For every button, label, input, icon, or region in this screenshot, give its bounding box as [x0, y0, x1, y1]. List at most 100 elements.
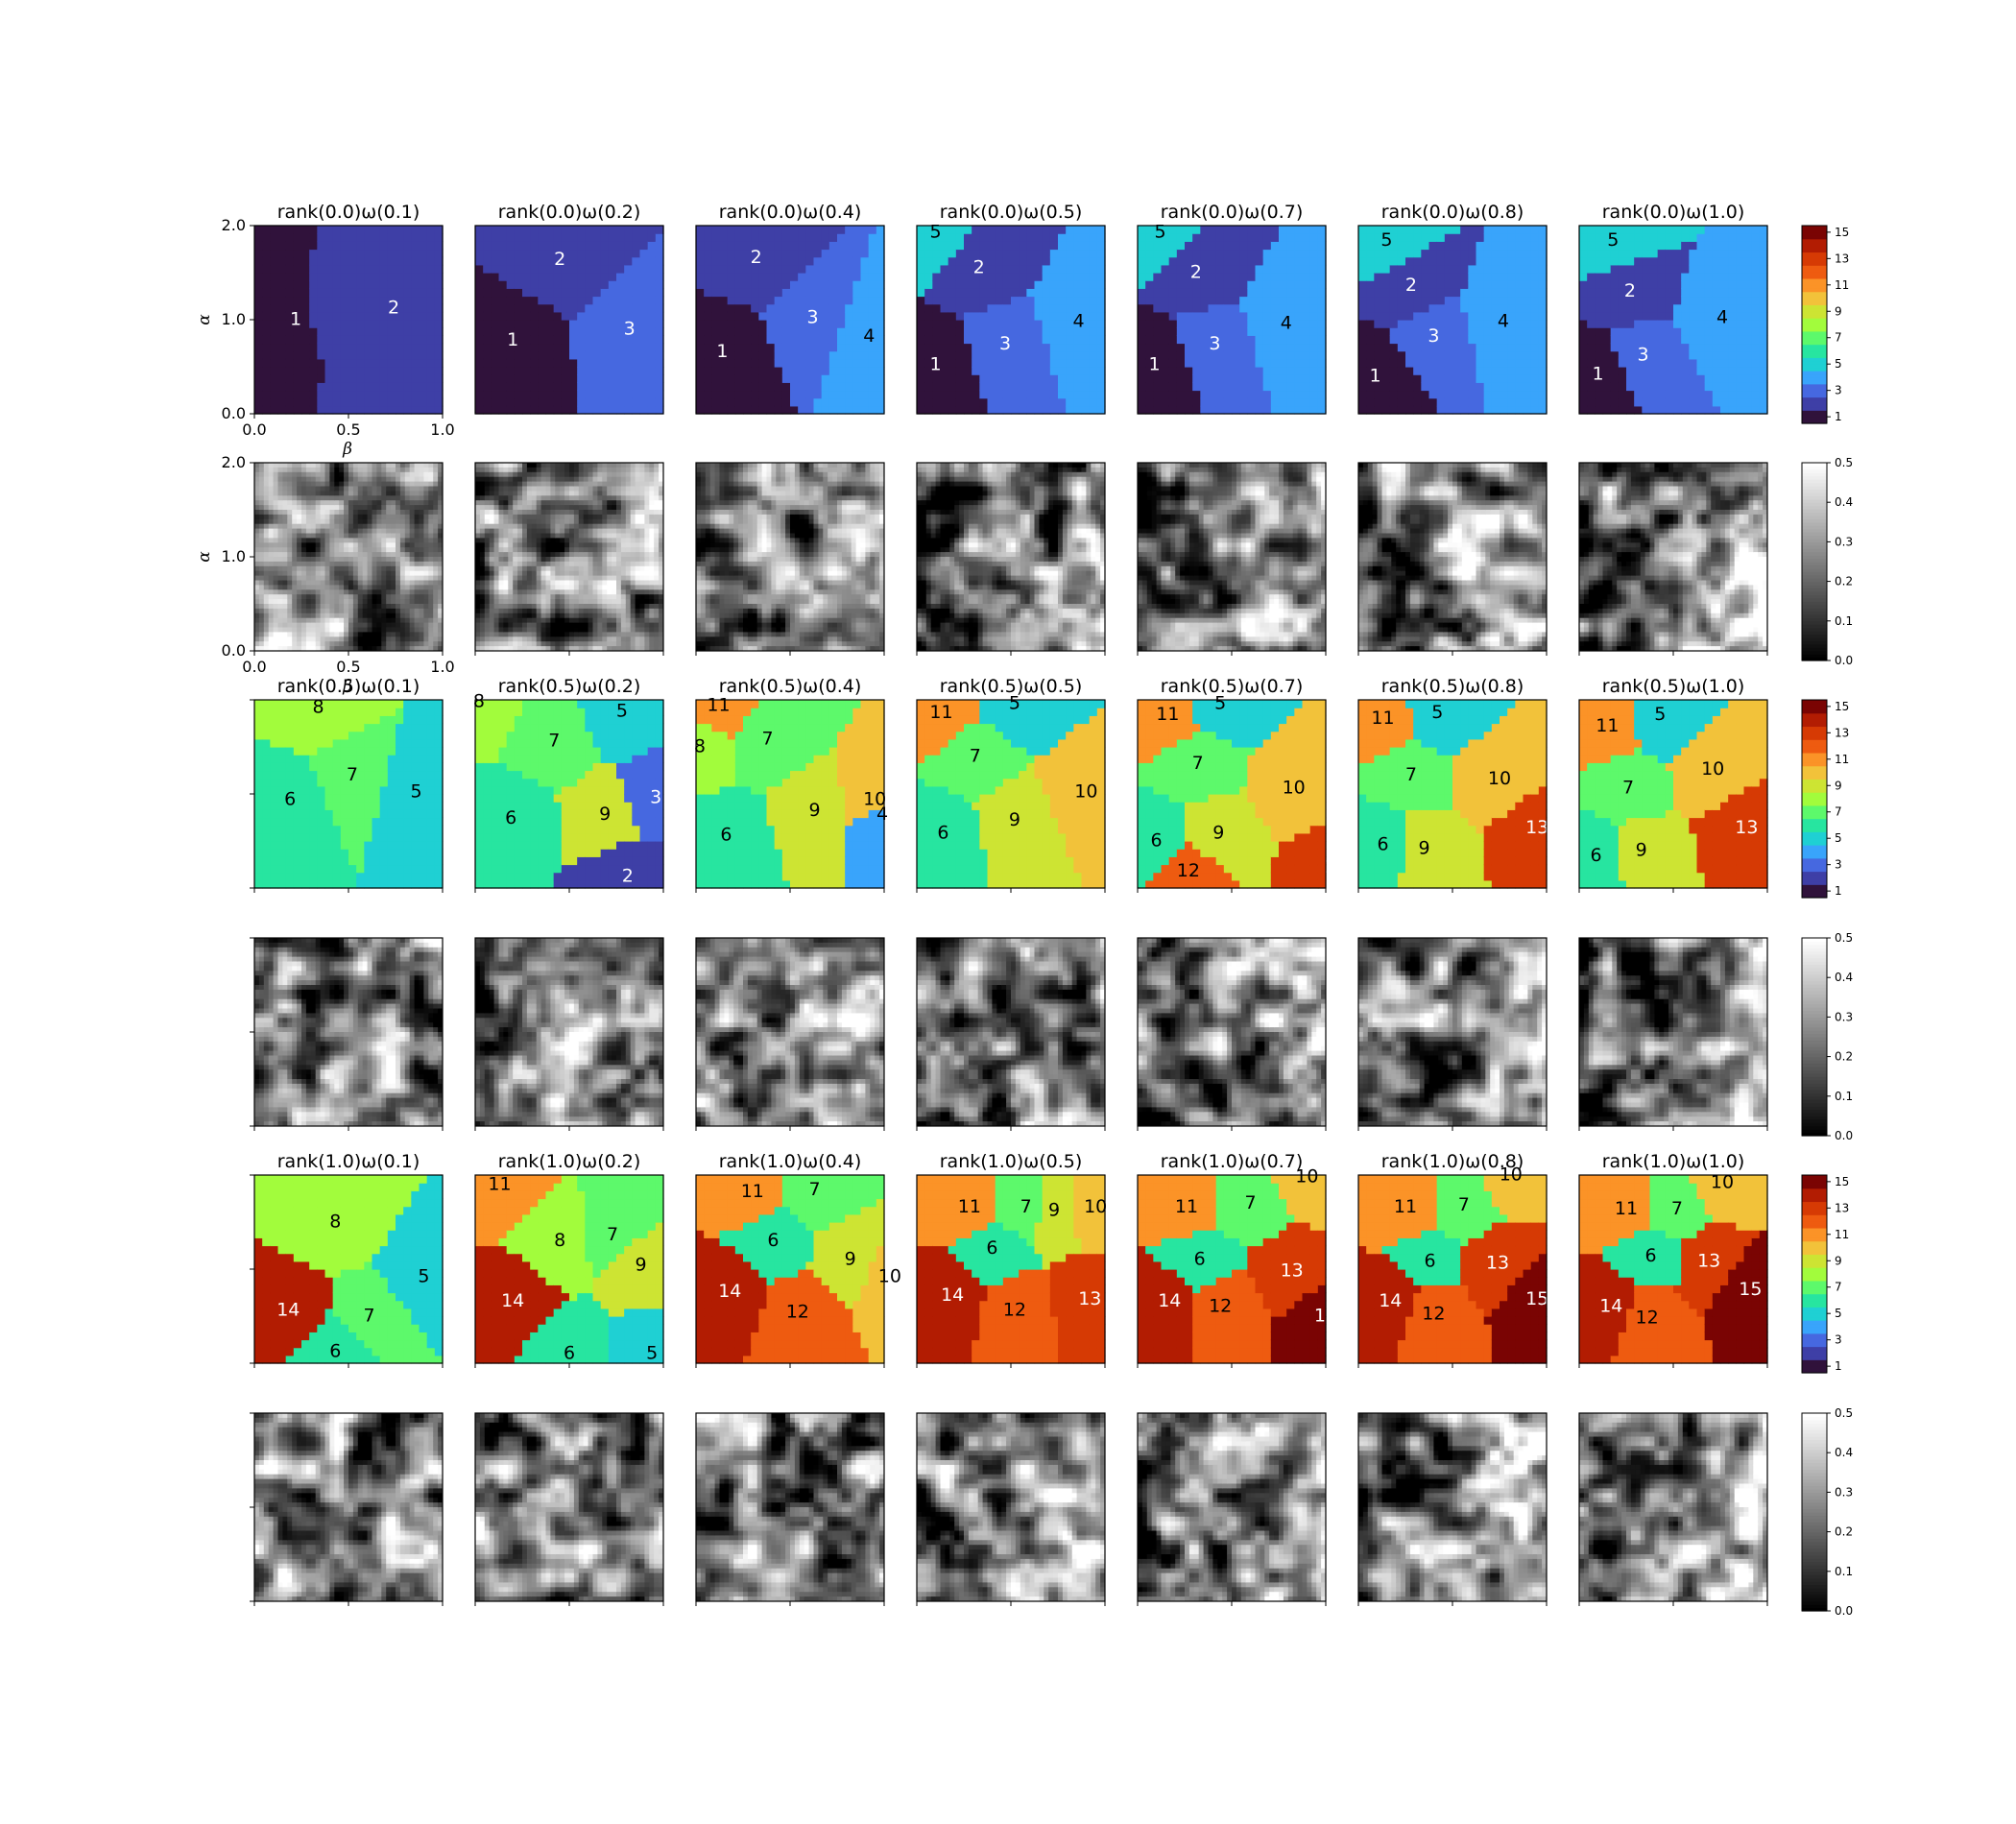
segment-cell — [1200, 327, 1209, 336]
segment-cell — [1263, 304, 1272, 313]
panel-r0-c1 — [475, 226, 664, 415]
segment-cell — [1689, 382, 1697, 391]
segment-cell — [301, 382, 310, 391]
segment-cell — [483, 779, 492, 787]
segment-cell — [254, 273, 263, 281]
segment-cell — [1318, 226, 1327, 234]
segment-cell — [1666, 280, 1674, 289]
segment-cell — [499, 382, 508, 391]
segment-cell — [372, 320, 381, 328]
segment-cell — [294, 250, 302, 258]
segment-cell — [814, 280, 823, 289]
segment-cell — [1294, 265, 1303, 274]
segment-cell — [1035, 280, 1044, 289]
segment-cell — [301, 250, 310, 258]
segment-cell — [1011, 359, 1020, 368]
segment-cell — [1050, 367, 1059, 375]
segment-cell — [309, 367, 318, 375]
segment-cell — [499, 297, 508, 305]
segment-cell — [1398, 304, 1406, 313]
segment-cell — [341, 304, 349, 313]
segment-cell — [751, 374, 759, 383]
segment-cell — [483, 273, 492, 281]
segment-cell — [616, 304, 625, 313]
segment-cell — [941, 391, 949, 399]
segment-cell — [333, 327, 342, 336]
segment-cell — [593, 273, 602, 281]
segment-cell — [601, 320, 610, 328]
segment-cell — [1736, 344, 1744, 352]
segment-cell — [758, 297, 767, 305]
segment-cell — [522, 288, 531, 297]
segment-cell — [577, 700, 586, 708]
segment-cell — [530, 849, 539, 857]
segment-cell — [348, 865, 357, 874]
segment-cell — [735, 265, 744, 274]
segment-cell — [348, 304, 357, 313]
segment-cell — [483, 241, 492, 250]
segment-cell — [728, 297, 736, 305]
segment-cell — [1011, 288, 1020, 297]
segment-cell — [1374, 320, 1382, 328]
segment-cell — [964, 344, 972, 352]
segment-cell — [1310, 320, 1319, 328]
segment-cell — [491, 802, 499, 810]
segment-cell — [1460, 327, 1469, 336]
segment-cell — [948, 233, 957, 242]
segment-cell — [861, 297, 870, 305]
segment-cell — [1318, 382, 1327, 391]
segment-cell — [845, 265, 853, 274]
segment-cell — [325, 771, 334, 780]
segment-cell — [1145, 406, 1154, 415]
segment-cell — [1043, 359, 1051, 368]
segment-cell — [333, 818, 342, 827]
segment-cell — [1019, 241, 1027, 250]
segment-cell — [988, 273, 996, 281]
segment-cell — [1216, 257, 1225, 266]
segment-cell — [585, 280, 593, 289]
segment-cell — [648, 374, 657, 383]
segment-cell — [735, 359, 744, 368]
segment-cell — [1689, 359, 1697, 368]
segment-cell — [1736, 226, 1744, 234]
segment-cell — [979, 374, 988, 383]
segment-cell — [728, 250, 736, 258]
segment-cell — [1050, 398, 1059, 407]
segment-cell — [411, 724, 420, 732]
segment-cell — [1650, 367, 1659, 375]
segment-cell — [988, 398, 996, 407]
segment-cell — [1073, 367, 1082, 375]
segment-cell — [499, 739, 508, 748]
segment-cell — [1366, 226, 1375, 234]
segment-cell — [364, 280, 372, 289]
segment-cell — [507, 880, 516, 889]
segment-cell — [554, 312, 563, 321]
segment-cell — [435, 833, 444, 842]
segment-cell — [1626, 335, 1635, 344]
segment-cell — [1689, 233, 1697, 242]
segment-cell — [270, 226, 278, 234]
segment-cell — [538, 856, 546, 865]
segment-cell — [932, 265, 941, 274]
segment-cell — [254, 250, 263, 258]
segment-cell — [483, 865, 492, 874]
segment-cell — [1256, 335, 1264, 344]
segment-cell — [1390, 351, 1399, 360]
segment-cell — [1405, 359, 1414, 368]
segment-cell — [1476, 374, 1485, 383]
segment-cell — [1579, 359, 1588, 368]
segment-cell — [1611, 257, 1620, 266]
segment-cell — [1310, 304, 1319, 313]
segment-cell — [1736, 265, 1744, 274]
segment-cell — [735, 391, 744, 399]
segment-cell — [640, 320, 649, 328]
segment-cell — [333, 398, 342, 407]
segment-cell — [403, 304, 412, 313]
segment-cell — [530, 732, 539, 740]
segment-cell — [380, 841, 389, 850]
segment-cell — [483, 382, 492, 391]
segment-cell — [1382, 312, 1391, 321]
segment-cell — [546, 367, 555, 375]
segment-cell — [1216, 288, 1225, 297]
segment-cell — [1026, 398, 1035, 407]
